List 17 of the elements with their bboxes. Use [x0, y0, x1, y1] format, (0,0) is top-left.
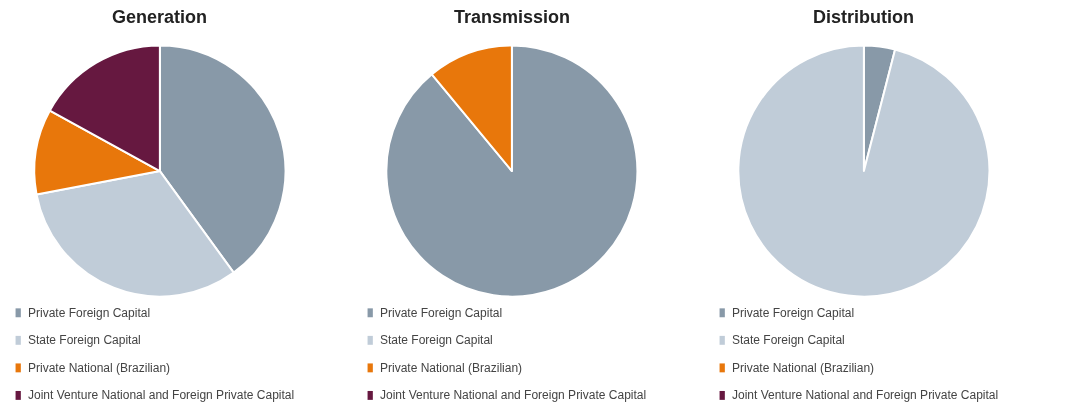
chart-title: Distribution	[813, 7, 914, 27]
legend-label: State Foreign Capital	[732, 333, 845, 347]
pie-slice	[385, 44, 639, 298]
legend-label: State Foreign Capital	[28, 333, 141, 347]
legend-label: Private Foreign Capital	[380, 306, 503, 320]
pie-slice	[737, 44, 991, 298]
legend-label: Private Foreign Capital	[732, 306, 855, 320]
legend-label: Joint Venture National and Foreign Private Capital	[380, 388, 647, 402]
chart-title: Generation	[112, 7, 208, 27]
legend-label: Private National (Brazilian)	[28, 361, 171, 375]
legend-label: Private National (Brazilian)	[732, 361, 875, 375]
legend-label: Joint Venture National and Foreign Private Capital	[28, 388, 295, 402]
legend-label: Private Foreign Capital	[28, 306, 151, 320]
legend-label: Private National (Brazilian)	[380, 361, 523, 375]
legend-label: Joint Venture National and Foreign Private Capital	[732, 388, 999, 402]
chart-title: Transmission	[454, 7, 571, 27]
legend-label: State Foreign Capital	[380, 333, 493, 347]
